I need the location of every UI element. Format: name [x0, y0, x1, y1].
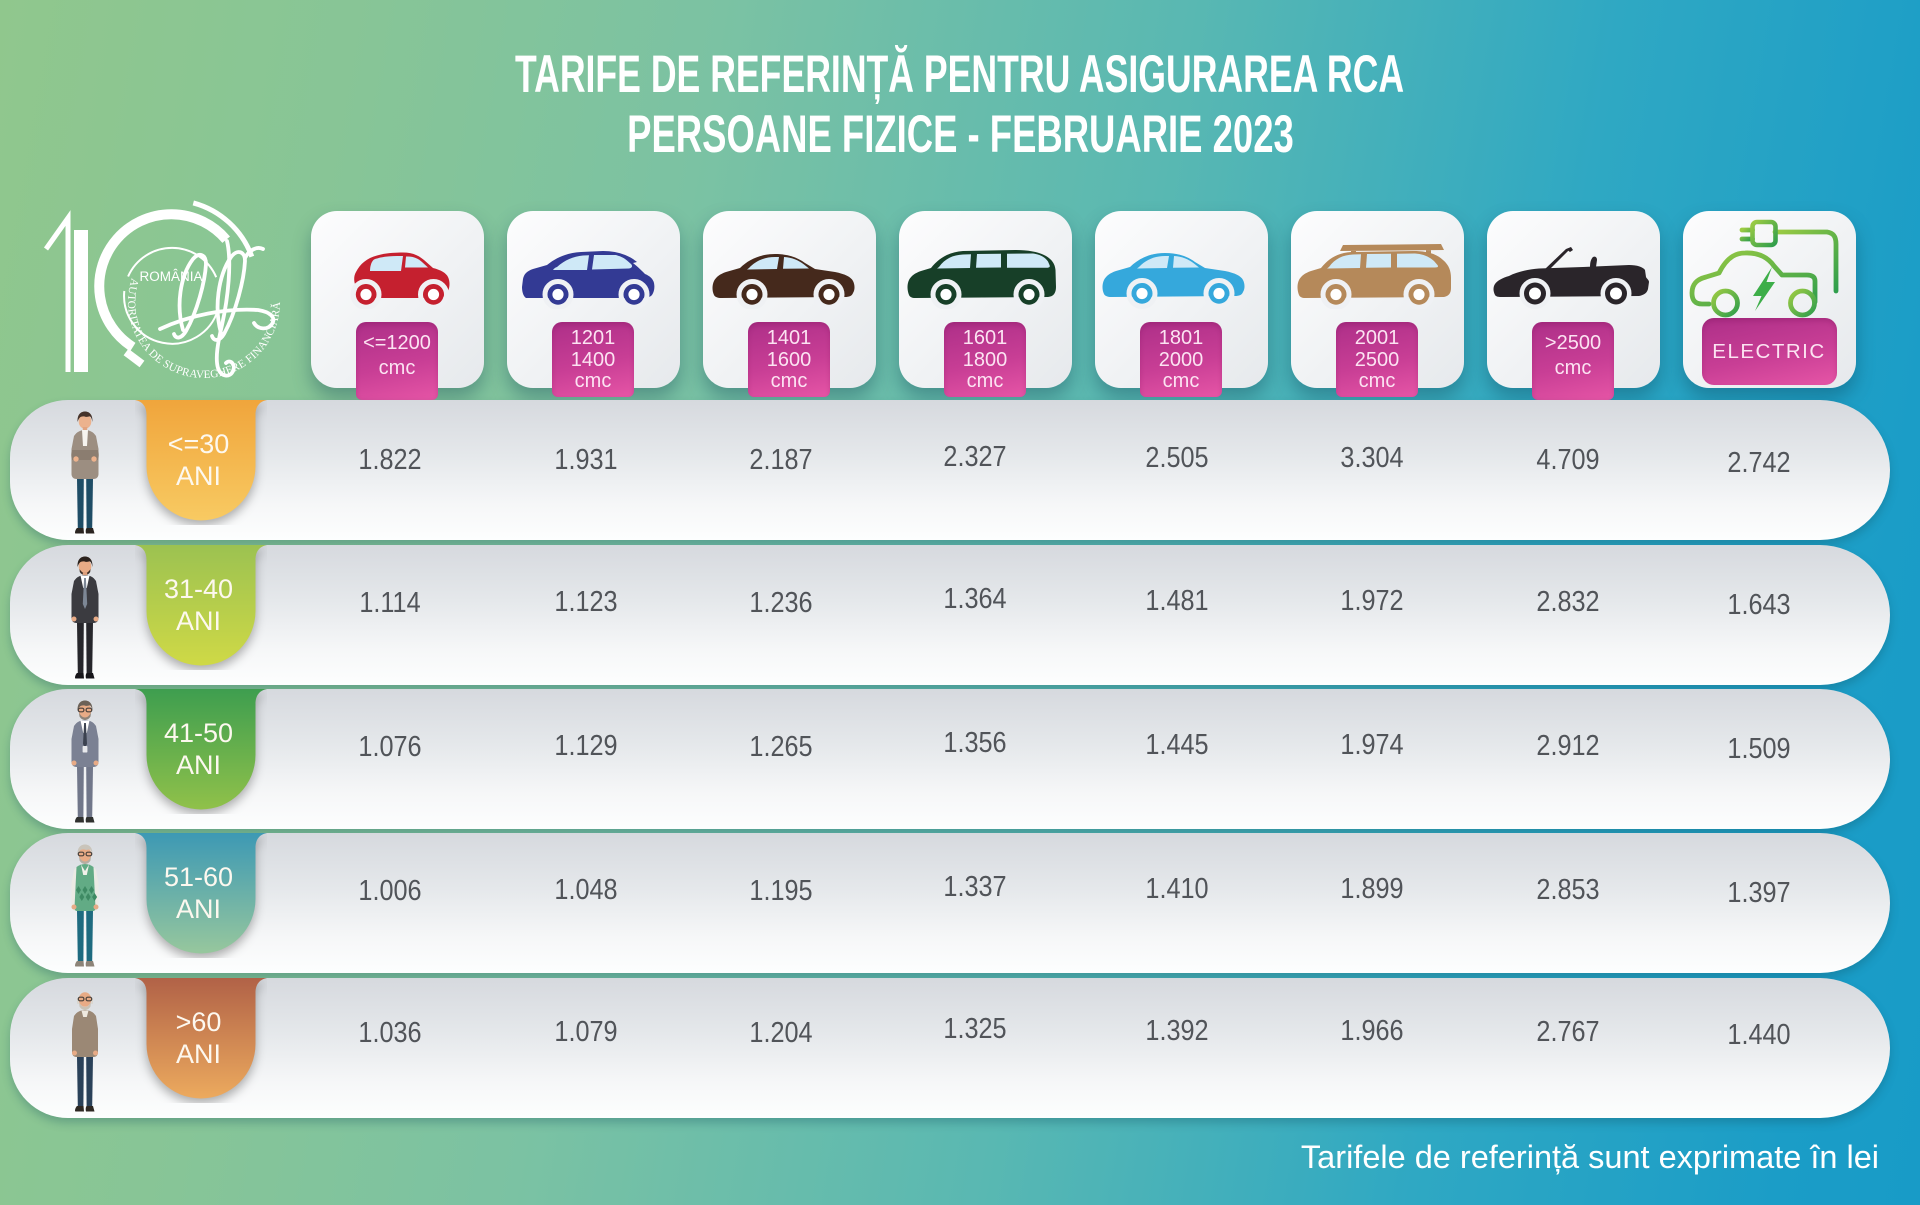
svg-text:ROMÂNIA: ROMÂNIA — [139, 269, 202, 284]
